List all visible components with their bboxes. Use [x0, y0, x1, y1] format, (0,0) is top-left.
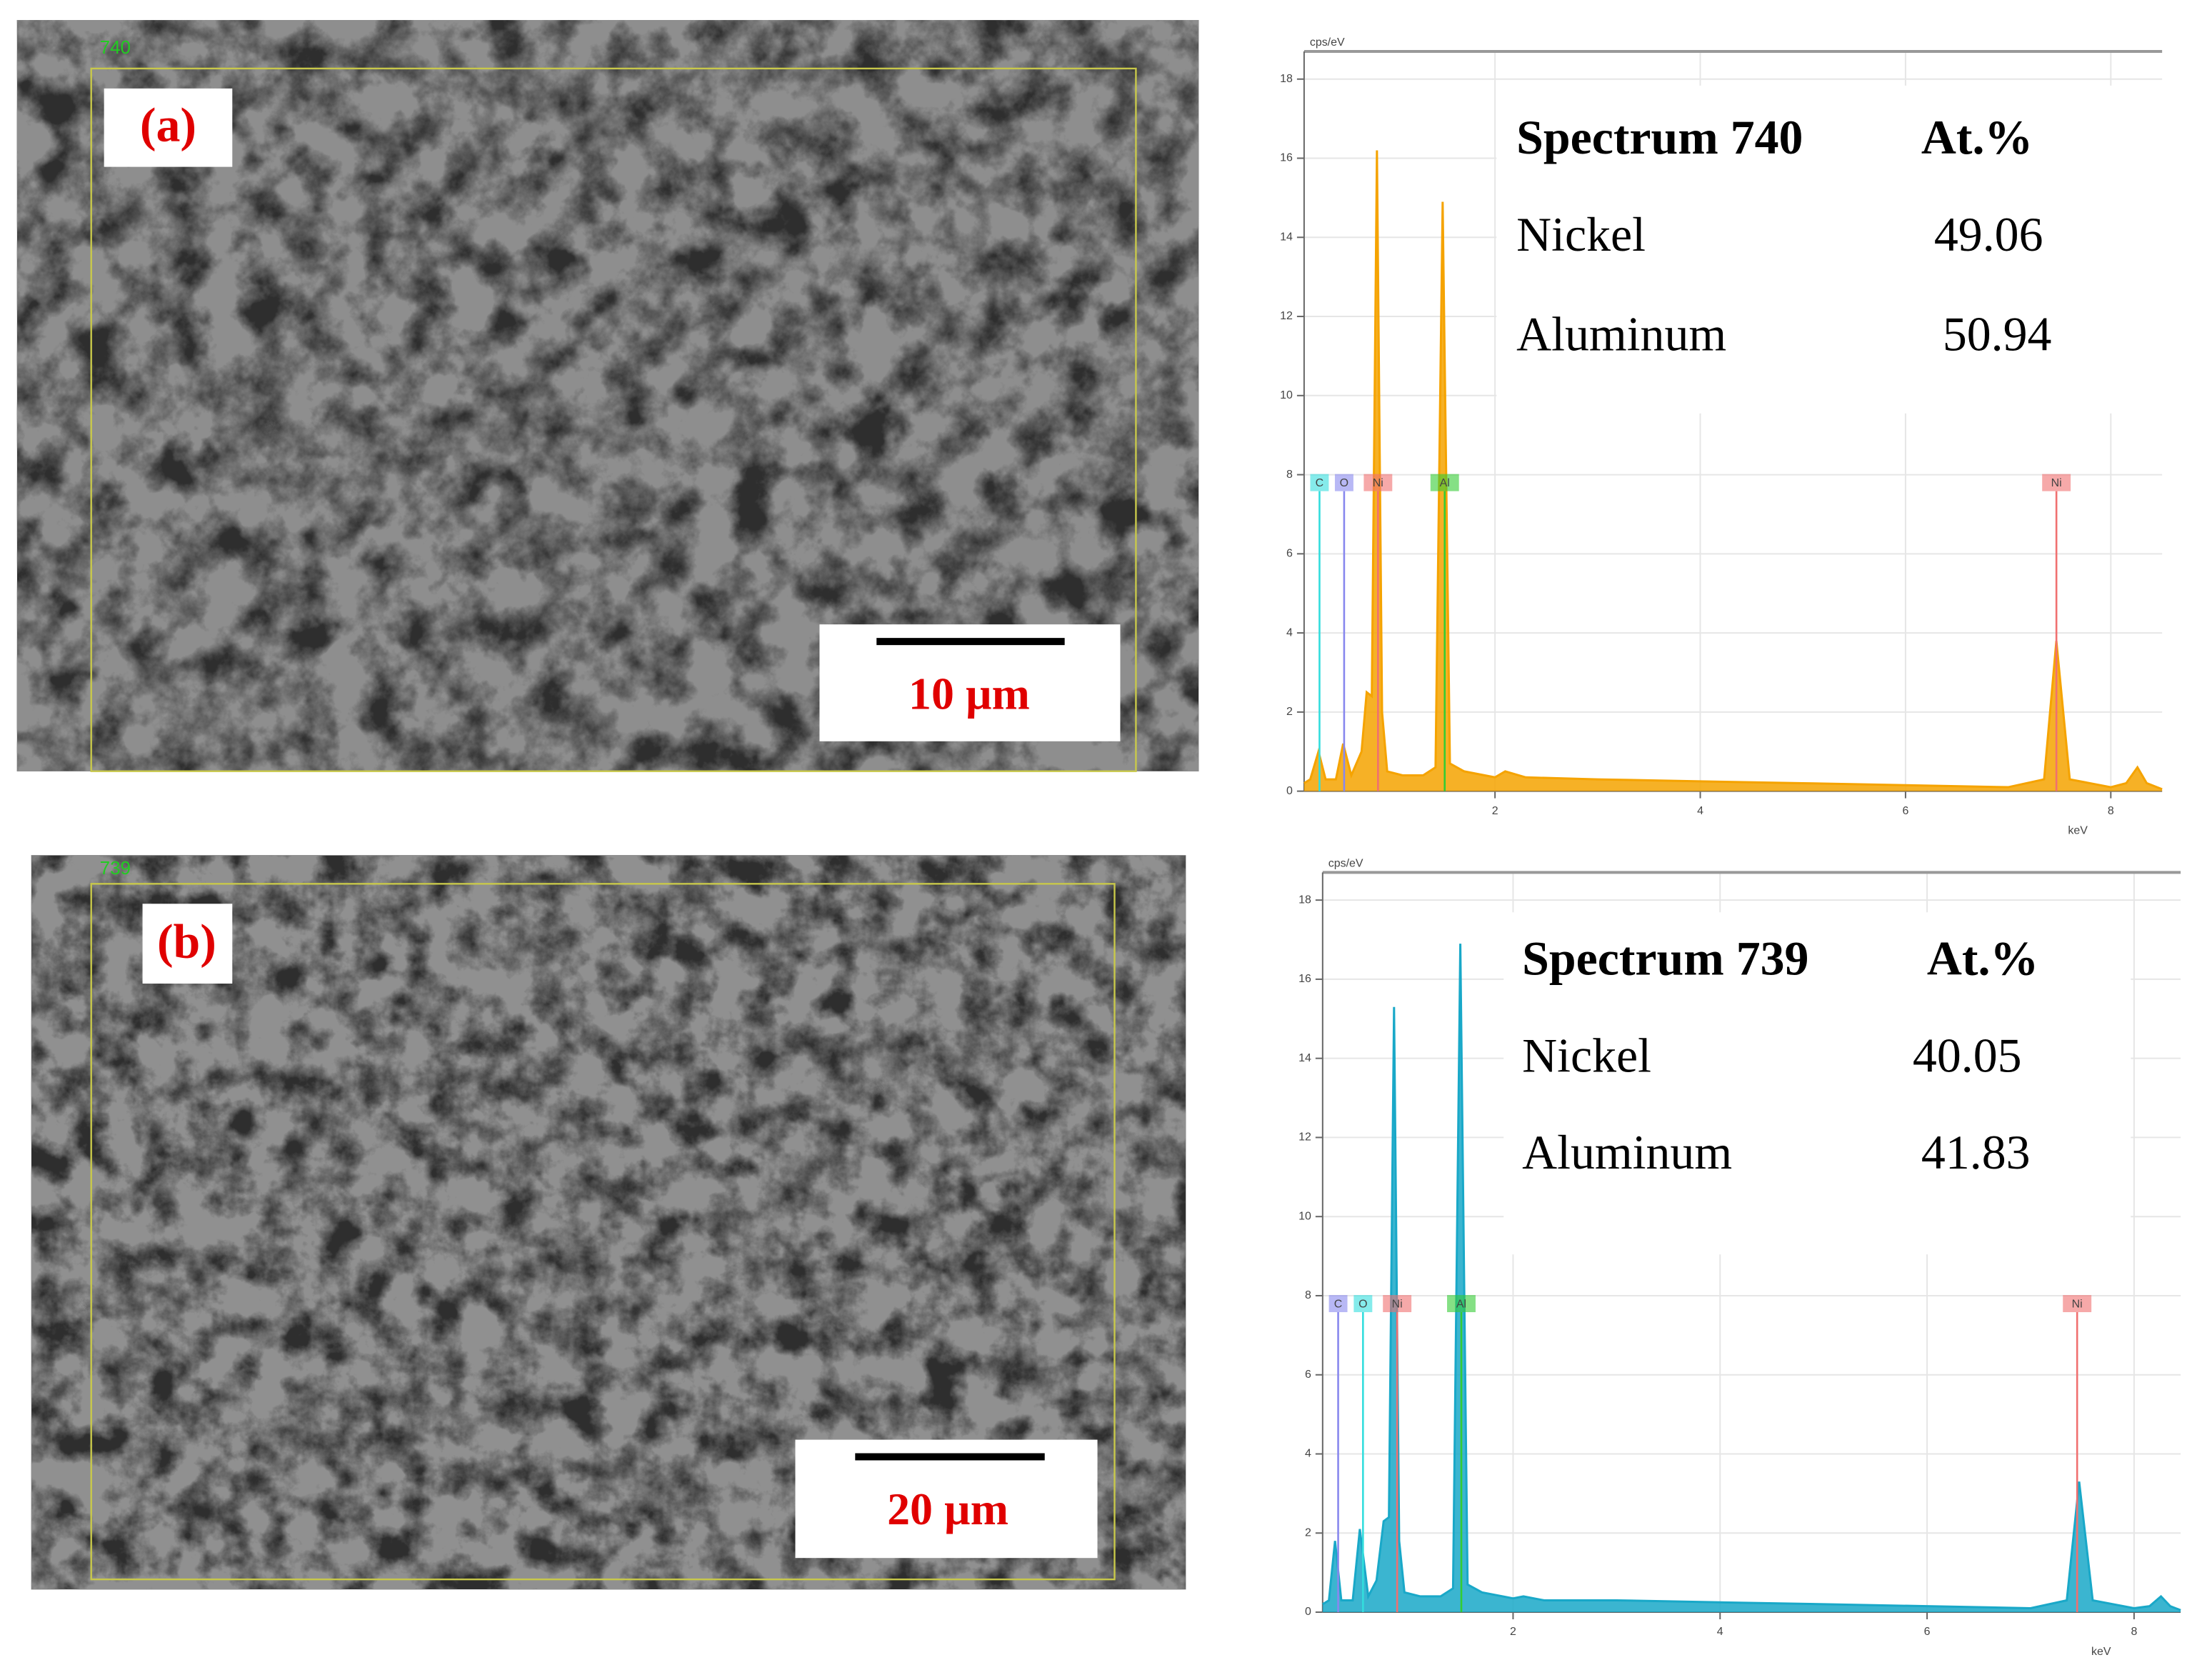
x-tick-label: 2: [1510, 1626, 1516, 1638]
table-cell: Aluminum: [1522, 1126, 1732, 1179]
y-tick-label: 8: [1305, 1289, 1311, 1301]
x-tick-label: 4: [1697, 805, 1703, 817]
spectrum-line: [1303, 150, 2163, 791]
element-label: C: [1316, 477, 1324, 489]
element-label: C: [1334, 1298, 1343, 1310]
y-tick-label: 6: [1305, 1369, 1311, 1381]
table-header: Spectrum 739: [1522, 932, 1808, 986]
table-cell: 41.83: [1921, 1126, 2031, 1179]
x-tick-label: 4: [1717, 1626, 1723, 1638]
y-tick-label: 6: [1286, 548, 1293, 560]
y-tick-label: 16: [1280, 152, 1293, 164]
element-tag: [1353, 1295, 1373, 1313]
table-background: [1496, 85, 2167, 414]
element-tag: [1383, 1295, 1412, 1313]
x-axis-label: keV: [2068, 825, 2088, 837]
frame: [90, 883, 1116, 1581]
x-tick-label: 8: [2131, 1626, 2137, 1638]
element-tag: [1363, 474, 1393, 491]
spectrum-line: [1322, 944, 2181, 1611]
element-label: O: [1358, 1298, 1367, 1310]
panel-label: (b): [157, 915, 216, 969]
element-tag: [1310, 474, 1329, 491]
table-cell: 40.05: [1913, 1029, 2022, 1082]
element-label: Ni: [2072, 1298, 2083, 1310]
table-cell: Nickel: [1522, 1029, 1651, 1082]
frame-number: 740: [100, 38, 131, 58]
element-tag: [1334, 474, 1353, 491]
y-tick-label: 18: [1298, 894, 1311, 906]
table-header: At.%: [1921, 111, 2033, 164]
x-axis-label: keV: [2091, 1646, 2111, 1658]
element-tag: [2042, 474, 2071, 491]
y-tick-label: 14: [1280, 231, 1293, 243]
element-tag: [1328, 1295, 1348, 1313]
y-tick-label: 18: [1280, 73, 1293, 85]
element-label: Ni: [1373, 477, 1383, 489]
table-header: Spectrum 740: [1516, 111, 1803, 164]
element-label: Ni: [1392, 1298, 1403, 1310]
y-tick-label: 2: [1286, 706, 1293, 718]
table-cell: Nickel: [1516, 208, 1646, 261]
table-background: [1503, 912, 2131, 1255]
table-header: At.%: [1927, 932, 2038, 986]
y-tick-label: 2: [1305, 1526, 1311, 1539]
label-box: [142, 904, 233, 984]
scale-label: 20 µm: [887, 1484, 1009, 1534]
y-tick-label: 8: [1286, 469, 1293, 481]
y-tick-label: 4: [1305, 1448, 1311, 1460]
table-cell: Aluminum: [1516, 308, 1726, 361]
x-tick-label: 6: [1924, 1626, 1931, 1638]
frame: [90, 67, 1137, 772]
frame-number: 739: [100, 859, 131, 879]
element-label: Al: [1440, 477, 1450, 489]
y-axis-label: cps/eV: [1310, 36, 1345, 49]
element-label: O: [1340, 477, 1348, 489]
element-tag: [1447, 1295, 1476, 1313]
y-tick-label: 4: [1286, 626, 1293, 639]
y-axis-label: cps/eV: [1328, 858, 1363, 870]
element-label: Ni: [2051, 477, 2062, 489]
y-tick-label: 12: [1280, 310, 1293, 322]
element-tag: [1430, 474, 1459, 491]
scale-label: 10 µm: [909, 669, 1030, 719]
table-cell: 49.06: [1934, 208, 2043, 261]
x-tick-label: 8: [2108, 805, 2114, 817]
element-label: Al: [1456, 1298, 1466, 1310]
x-tick-label: 6: [1902, 805, 1908, 817]
label-box: [104, 88, 233, 167]
y-tick-label: 14: [1298, 1052, 1311, 1064]
x-tick-label: 2: [1492, 805, 1498, 817]
y-tick-label: 16: [1298, 973, 1311, 985]
table-cell: 50.94: [1943, 308, 2052, 361]
y-tick-label: 12: [1298, 1131, 1311, 1144]
y-tick-label: 0: [1286, 785, 1293, 797]
y-tick-label: 0: [1305, 1606, 1311, 1618]
panel-label: (a): [140, 98, 196, 151]
y-tick-label: 10: [1298, 1210, 1311, 1222]
element-tag: [2063, 1295, 2092, 1313]
y-tick-label: 10: [1280, 389, 1293, 401]
